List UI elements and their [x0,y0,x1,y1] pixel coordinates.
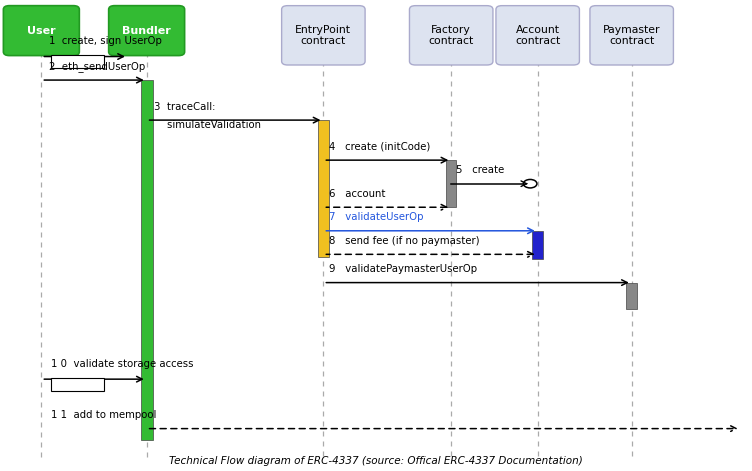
Bar [141,80,153,440]
Bar [51,55,104,68]
Bar [532,231,543,259]
Text: 5   create: 5 create [456,165,505,175]
Text: 1 1  add to mempool: 1 1 add to mempool [51,410,156,420]
Text: Bundler: Bundler [123,25,171,36]
FancyBboxPatch shape [3,6,80,56]
Text: Paymaster
contract: Paymaster contract [603,24,660,46]
Text: User: User [27,25,56,36]
Text: EntryPoint
contract: EntryPoint contract [296,24,351,46]
Text: 7   validateUserOp: 7 validateUserOp [329,212,423,222]
Bar [51,378,104,391]
FancyBboxPatch shape [108,6,184,56]
FancyBboxPatch shape [409,6,493,65]
Text: Factory
contract: Factory contract [429,24,474,46]
Text: 3  traceCall:: 3 traceCall: [154,102,216,112]
Text: 1 0  validate storage access: 1 0 validate storage access [51,359,193,369]
Text: 9   validatePaymasterUserOp: 9 validatePaymasterUserOp [329,264,477,274]
Text: 4   create (initCode): 4 create (initCode) [329,142,430,152]
Bar [318,120,329,257]
Bar [446,160,456,207]
Text: 2  eth_sendUserOp: 2 eth_sendUserOp [49,61,145,72]
Text: Technical Flow diagram of ERC-4337 (source: Offical ERC-4337 Documentation): Technical Flow diagram of ERC-4337 (sour… [169,456,583,466]
Bar [626,283,637,309]
FancyBboxPatch shape [281,6,365,65]
Text: Account
contract: Account contract [515,24,560,46]
Text: simulateValidation: simulateValidation [154,120,261,130]
FancyBboxPatch shape [496,6,579,65]
Text: 6   account: 6 account [329,189,385,199]
FancyBboxPatch shape [590,6,673,65]
Text: 8   send fee (if no paymaster): 8 send fee (if no paymaster) [329,236,479,246]
Text: 1  create, sign UserOp: 1 create, sign UserOp [49,36,162,46]
